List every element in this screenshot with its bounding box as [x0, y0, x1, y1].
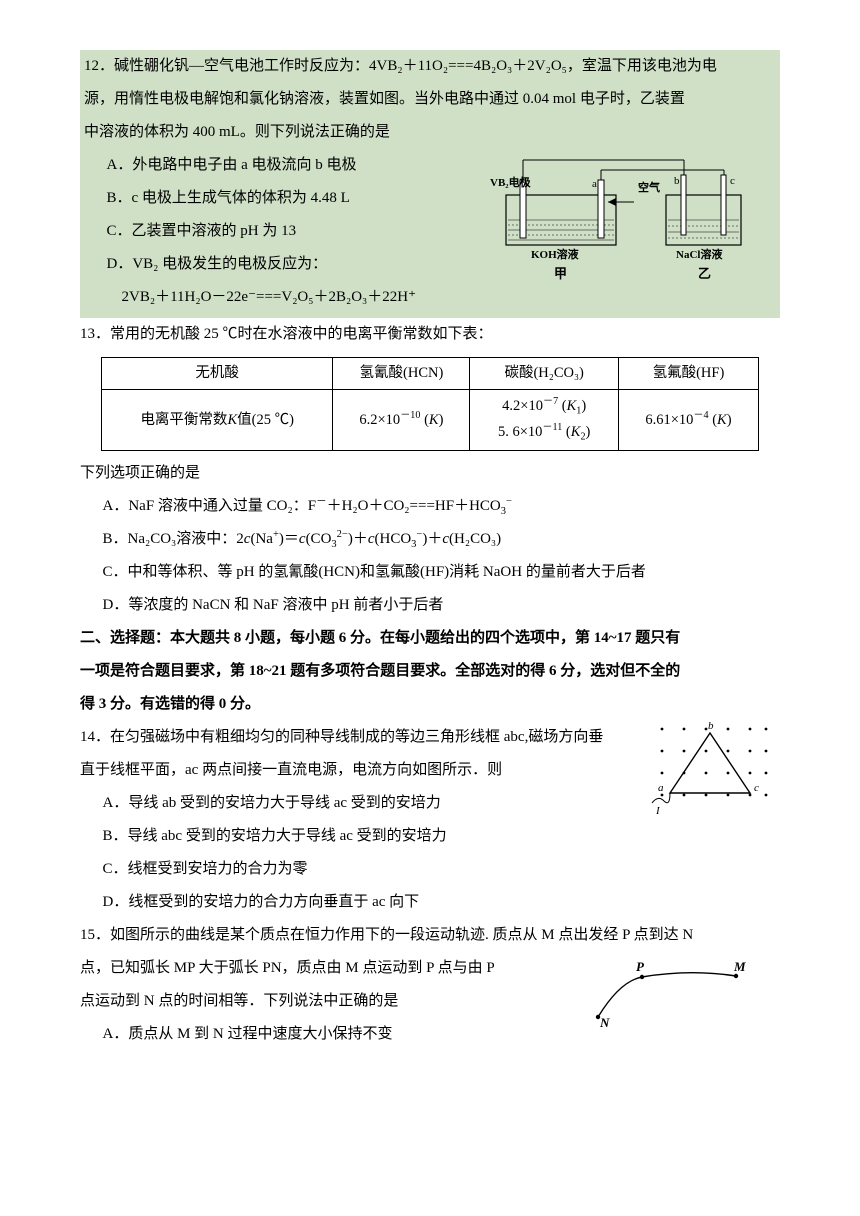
svg-text:c: c: [730, 175, 735, 187]
q15-block: 15．如图所示的曲线是某个质点在恒力作用下的一段运动轨迹. 质点从 M 点出发经…: [80, 919, 780, 1051]
svg-text:a: a: [658, 782, 664, 794]
table-header: 无机酸: [102, 358, 333, 390]
q14-triangle-diagram: b a c I: [650, 717, 770, 830]
svg-text:c: c: [754, 782, 759, 794]
svg-text:甲: 甲: [554, 266, 567, 281]
q13-option-a: A．NaF 溶液中通入过量 CO₂：F－＋H₂O＋CO₂===HF＋HCO3−: [103, 490, 781, 523]
q13-block: 13．常用的无机酸 25 ℃时在水溶液中的电离平衡常数如下表： 无机酸 氢氰酸(…: [80, 318, 780, 622]
svg-text:I: I: [655, 805, 661, 817]
svg-text:VB₂电极: VB₂电极: [490, 175, 532, 189]
q13-table: 无机酸 氢氰酸(HCN) 碳酸(H₂CO₃) 氢氟酸(HF) 电离平衡常数K值(…: [101, 357, 759, 451]
svg-text:N: N: [599, 1015, 610, 1029]
svg-text:空气: 空气: [638, 180, 660, 194]
svg-text:KOH溶液: KOH溶液: [531, 247, 580, 261]
svg-text:b: b: [674, 175, 680, 187]
q13-prompt: 下列选项正确的是: [80, 457, 780, 490]
svg-text:P: P: [636, 959, 645, 974]
table-header: 氢氰酸(HCN): [333, 358, 470, 390]
q12-stem-line1: 12．碱性硼化钒—空气电池工作时反应为：4VB₂＋11O₂===4B₂O₃＋2V…: [84, 50, 776, 83]
table-header: 氢氟酸(HF): [618, 358, 758, 390]
section-2-header: 二、选择题：本大题共 8 小题，每小题 6 分。在每小题给出的四个选项中，第 1…: [80, 622, 780, 721]
q15-curve-diagram: P M N: [570, 959, 750, 1042]
q14-option-d: D．线框受到的安培力的合力方向垂直于 ac 向下: [103, 886, 781, 919]
q14-block: b a c I 14．在匀强磁场中有粗细均匀的同种导线制成的等边三角形线框 ab…: [80, 721, 780, 919]
svg-text:a: a: [592, 178, 597, 190]
q13-option-b: B．Na₂CO₃溶液中：2c(Na+)＝c(CO32−)＋c(HCO3−)＋c(…: [103, 523, 781, 556]
q15-stem-line1: 15．如图所示的曲线是某个质点在恒力作用下的一段运动轨迹. 质点从 M 点出发经…: [80, 919, 780, 952]
table-cell: 4.2×10－7 (K1)5. 6×10－11 (K2): [470, 390, 618, 451]
table-header: 碳酸(H₂CO₃): [470, 358, 618, 390]
svg-text:NaCl溶液: NaCl溶液: [676, 247, 723, 261]
svg-text:M: M: [733, 959, 746, 974]
svg-text:b: b: [708, 720, 714, 732]
table-cell: 6.2×10－10 (K): [333, 390, 470, 451]
table-cell: 6.61×10－4 (K): [618, 390, 758, 451]
q12-circuit-diagram: VB₂电极 a 空气 b c KOH溶液 NaCl溶液 甲 乙: [486, 140, 766, 290]
q13-option-c: C．中和等体积、等 pH 的氢氰酸(HCN)和氢氟酸(HF)消耗 NaOH 的量…: [103, 556, 781, 589]
table-cell: 电离平衡常数K值(25 ℃): [102, 390, 333, 451]
q13-stem: 13．常用的无机酸 25 ℃时在水溶液中的电离平衡常数如下表：: [80, 318, 780, 351]
q13-option-d: D．等浓度的 NaCN 和 NaF 溶液中 pH 前者小于后者: [103, 589, 781, 622]
svg-text:乙: 乙: [698, 266, 711, 281]
q12-block: 12．碱性硼化钒—空气电池工作时反应为：4VB₂＋11O₂===4B₂O₃＋2V…: [80, 50, 780, 318]
q12-stem-line2: 源，用惰性电极电解饱和氯化钠溶液，装置如图。当外电路中通过 0.04 mol 电…: [84, 83, 776, 116]
q14-option-c: C．线框受到安培力的合力为零: [103, 853, 781, 886]
